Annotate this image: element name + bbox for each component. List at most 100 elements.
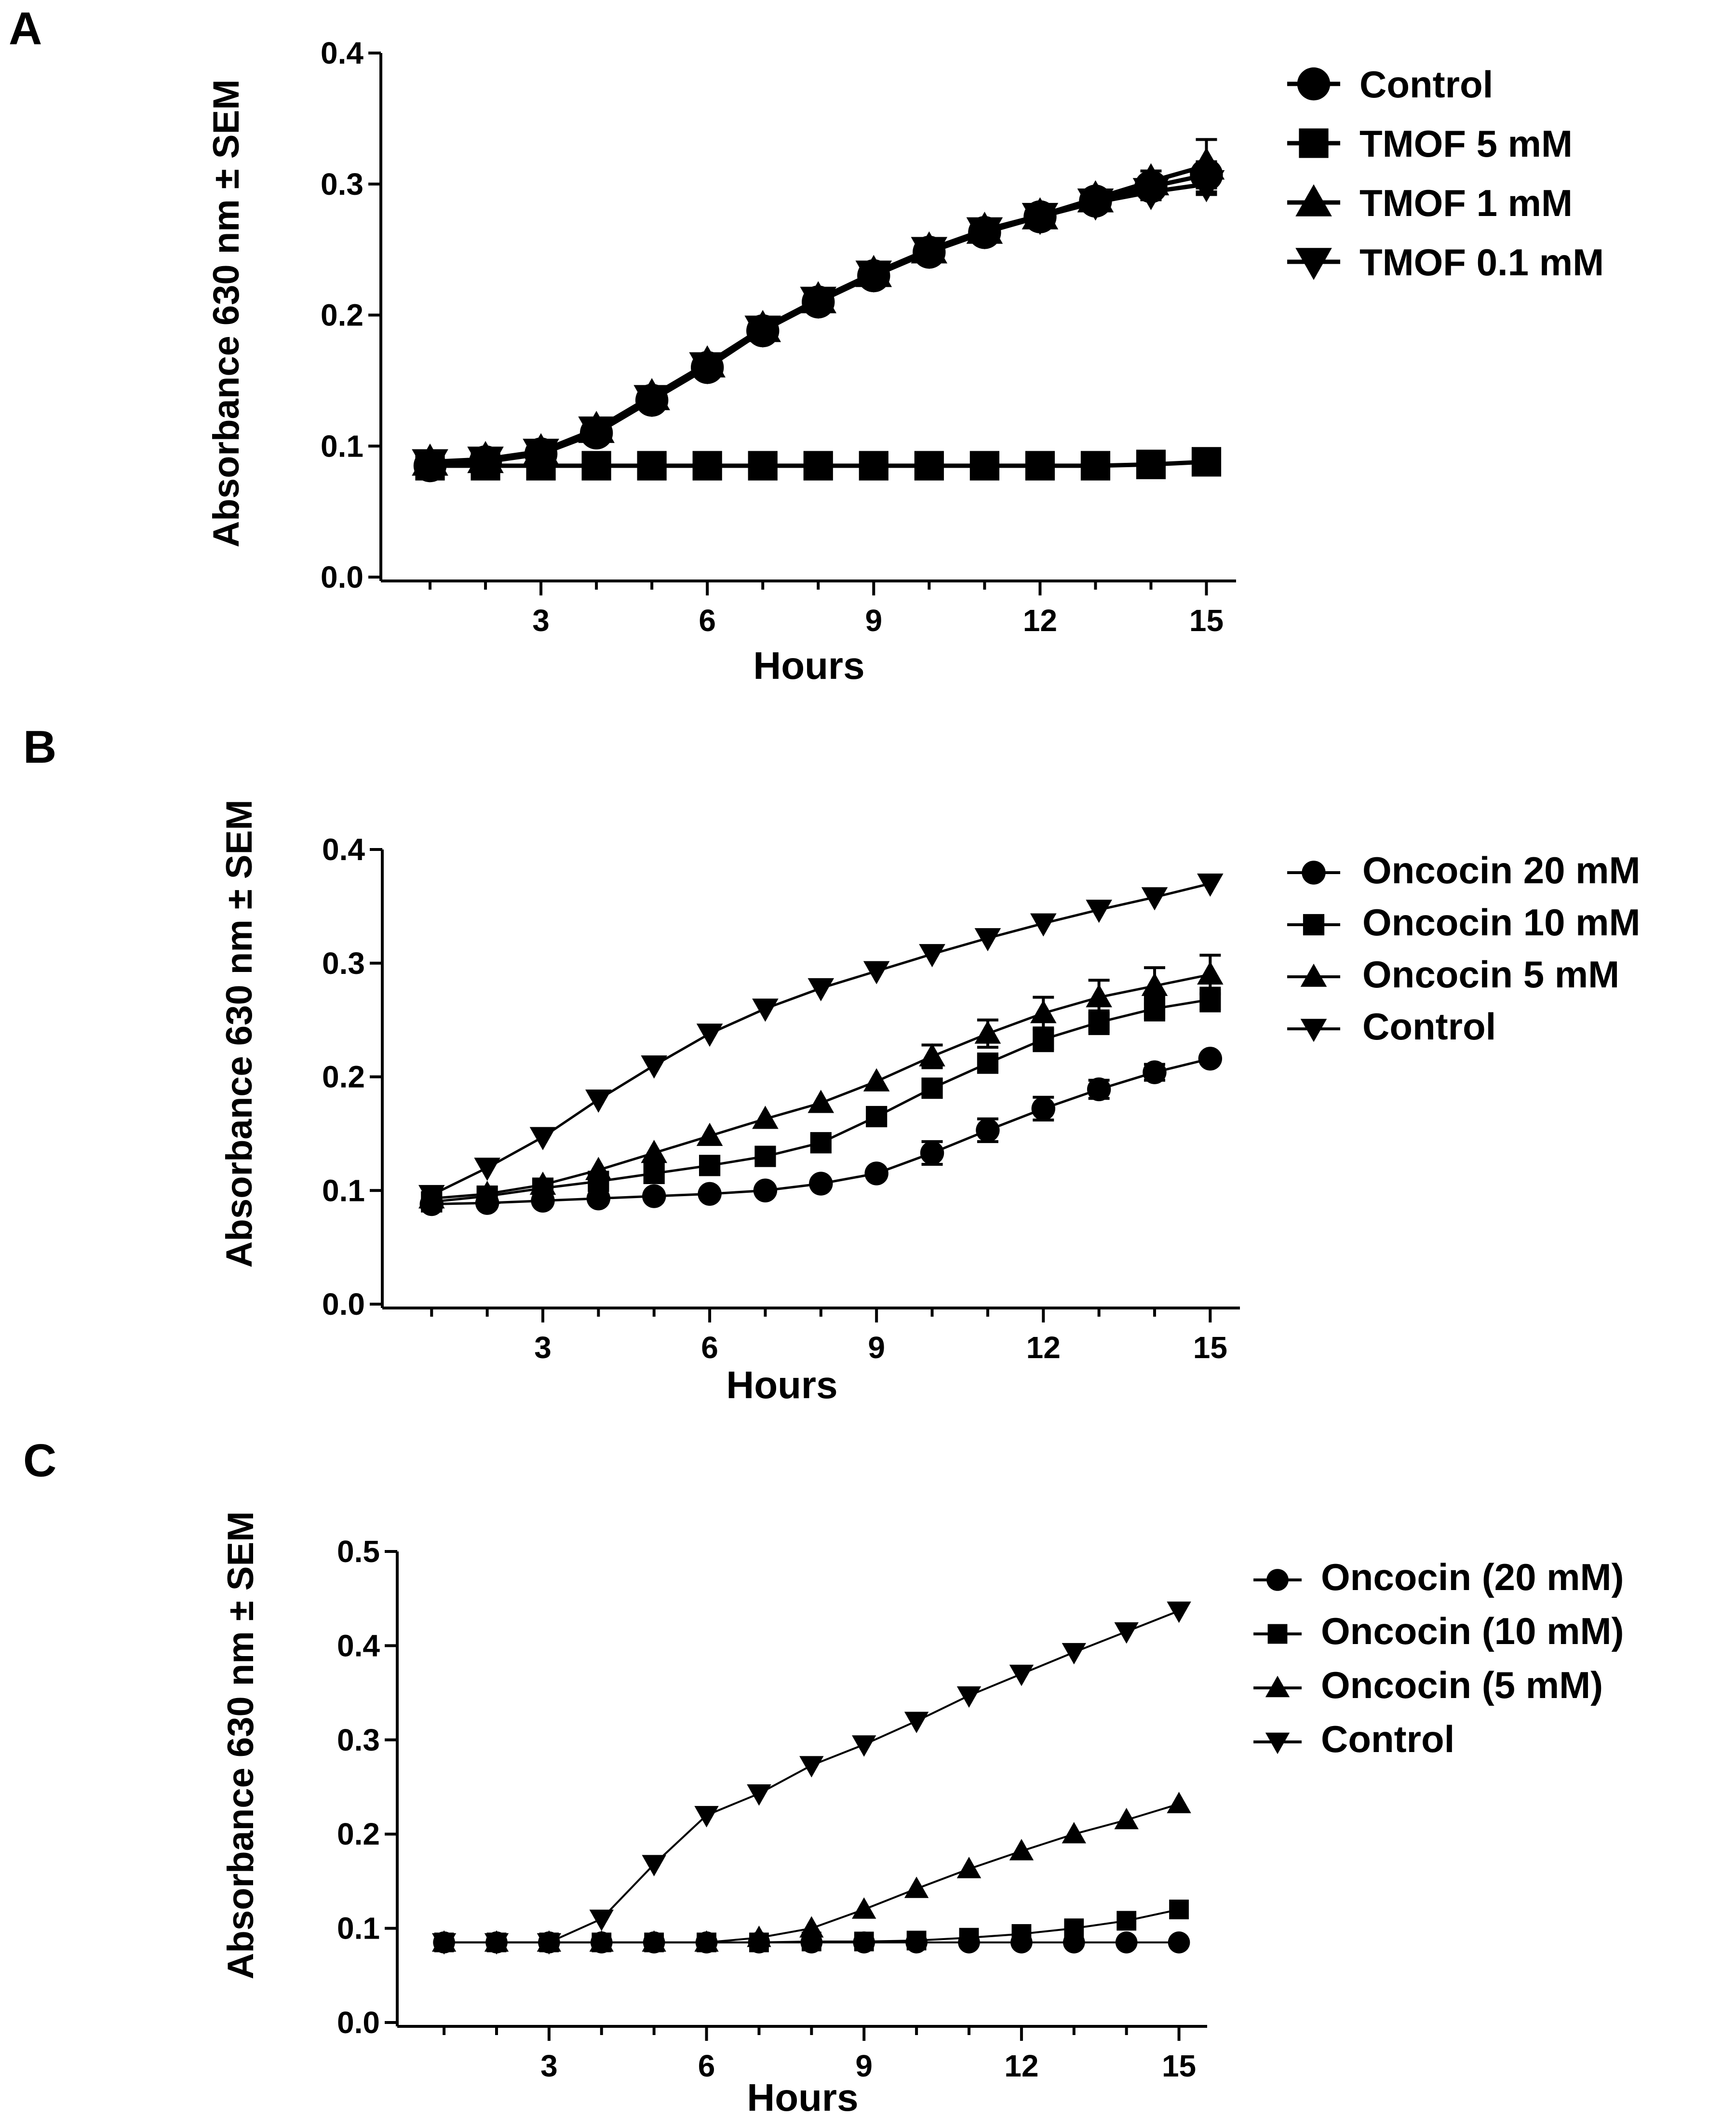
y-axis-label-a: Absorbance 630 nm ± SEM [206, 80, 247, 548]
data-point [696, 1122, 723, 1146]
data-point [698, 1182, 722, 1206]
data-point [976, 1118, 1000, 1143]
data-point [694, 1806, 719, 1828]
y-tick-label: 0.5 [337, 1534, 380, 1569]
data-point [1299, 128, 1329, 158]
data-point [809, 1172, 833, 1196]
x-axis-label-a: Hours [753, 644, 864, 687]
data-point [412, 449, 448, 482]
data-point [810, 1132, 832, 1154]
data-point [747, 1784, 771, 1806]
legend-label: Oncocin 10 mM [1362, 901, 1640, 944]
data-point [852, 1735, 876, 1757]
data-point [752, 998, 779, 1022]
legend-marker [1287, 1019, 1340, 1042]
data-point [919, 944, 945, 968]
legend-entry: Oncocin 20 mM [1287, 849, 1640, 891]
data-point [1062, 1822, 1086, 1844]
series-line [430, 182, 1207, 466]
x-tick-label: 9 [868, 1330, 885, 1365]
data-point [854, 1931, 874, 1952]
legend-entry: TMOF 5 mM [1287, 122, 1573, 165]
data-point [748, 451, 778, 481]
data-point [1136, 449, 1166, 479]
data-point [586, 1187, 611, 1211]
legend-label: Oncocin 5 mM [1362, 953, 1619, 996]
data-point [863, 961, 890, 984]
data-point [852, 1897, 876, 1919]
y-tick-label: 0.3 [322, 946, 365, 981]
data-point [1011, 1924, 1032, 1944]
data-point [1265, 1675, 1290, 1698]
data-point [1033, 1028, 1054, 1050]
series [431, 1601, 1191, 1955]
data-point [431, 1933, 457, 1955]
data-point [803, 451, 833, 481]
legend-a: Control TMOF 5 mM TMOF 1 mM TMOF 0.1 mM [1287, 63, 1604, 283]
x-tick-label: 15 [1162, 2049, 1196, 2083]
y-tick-label: 0.1 [321, 429, 363, 463]
data-point [1302, 861, 1326, 885]
data-point [529, 1172, 556, 1195]
legend-label: TMOF 5 mM [1359, 122, 1573, 165]
data-point [578, 416, 615, 449]
data-point [1198, 1047, 1223, 1071]
data-point [1080, 451, 1111, 481]
data-point [581, 451, 611, 481]
y-tick-label: 0.0 [321, 560, 363, 594]
x-tick-label: 15 [1193, 1330, 1227, 1365]
y-tick-label: 0.1 [337, 1911, 380, 1946]
x-tick-label: 3 [534, 1330, 552, 1365]
legend-entry: Oncocin 5 mM [1287, 953, 1619, 996]
data-point [807, 978, 834, 1001]
x-tick-label: 12 [1004, 2049, 1038, 2083]
legend-label: Control [1359, 63, 1493, 106]
legend-entry: Oncocin (20 mM) [1253, 1556, 1624, 1598]
y-tick-label: 0.0 [337, 2005, 380, 2040]
data-point [1143, 1060, 1167, 1084]
data-point [1197, 873, 1224, 897]
data-point [799, 1756, 824, 1778]
data-point [1077, 188, 1114, 221]
data-point [1025, 451, 1055, 481]
data-point [1009, 1664, 1034, 1686]
legend-marker [1253, 1675, 1302, 1698]
data-point [529, 1127, 556, 1150]
legend-marker [1253, 1732, 1302, 1754]
legend-b: Oncocin 20 mM Oncocin 10 mM Oncocin 5 mM… [1287, 849, 1640, 1048]
data-point [1022, 202, 1059, 235]
data-point [418, 1185, 445, 1208]
data-point [589, 1909, 614, 1931]
legend-entry: TMOF 0.1 mM [1287, 241, 1604, 283]
panel-c: C Absorbance 630 nm ± SEM Hours 0.00.10.… [23, 1435, 1624, 2117]
legend-marker [1287, 963, 1340, 987]
plot-area-b: 0.0 0.1 0.2 0.3 0.4 3 6 9 12 15 [322, 832, 1240, 1365]
data-point [753, 1178, 778, 1202]
data-point [637, 451, 667, 481]
data-point [969, 451, 999, 481]
data-point [920, 1141, 944, 1165]
series [418, 954, 1224, 1209]
data-point [642, 1930, 666, 1952]
data-point [1297, 67, 1331, 101]
data-point [1132, 178, 1170, 210]
data-point [1168, 1931, 1190, 1954]
data-point [1141, 887, 1168, 911]
data-point [800, 286, 837, 319]
series [412, 170, 1225, 482]
data-point [474, 1181, 500, 1204]
data-point [1030, 1000, 1057, 1024]
data-point [1265, 1732, 1290, 1754]
x-tick-label: 6 [699, 603, 716, 638]
data-point [1300, 1019, 1327, 1042]
legend-label: TMOF 1 mM [1359, 182, 1573, 224]
data-point [1114, 1622, 1139, 1644]
y-tick-label: 0.1 [322, 1173, 365, 1208]
legend-marker [1287, 248, 1340, 280]
plot-area-c: 0.0 0.1 0.2 0.3 0.4 0.5 3 6 9 12 15 [337, 1534, 1207, 2083]
data-point [1295, 248, 1332, 280]
series [418, 873, 1224, 1208]
x-axis-label-b: Hours [726, 1363, 837, 1406]
data-point [642, 1184, 666, 1208]
data-point [585, 1089, 612, 1113]
